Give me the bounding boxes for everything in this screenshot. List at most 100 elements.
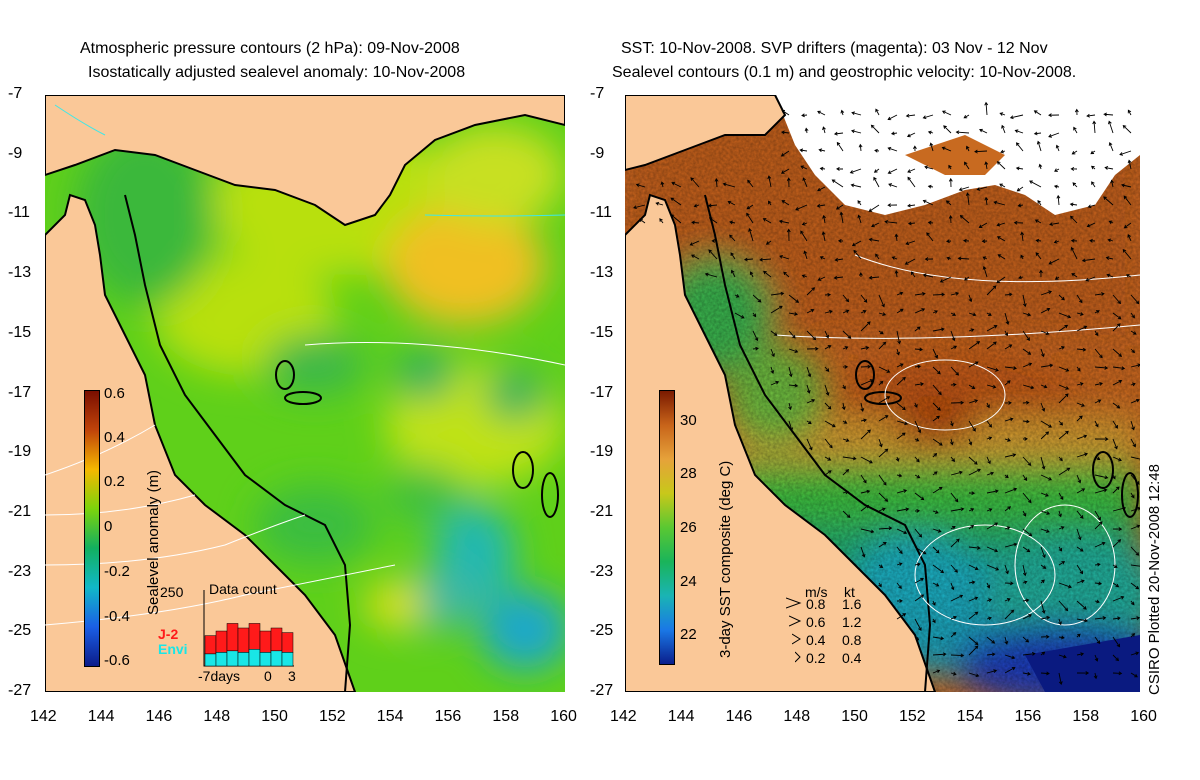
left-lat-label: -7 — [8, 85, 23, 102]
sealevel-tick-1: 0.4 — [104, 429, 125, 446]
velocity-arrow — [950, 615, 957, 620]
data-count-bar-envi — [270, 650, 283, 667]
right-lon-label: 154 — [956, 708, 984, 725]
velocity-arrow — [1130, 312, 1135, 319]
velocity-arrow — [1092, 120, 1097, 134]
sst-colorbar-label: 3-day SST composite (deg C) — [717, 460, 734, 658]
velocity-arrow — [860, 474, 867, 484]
velocity-arrow — [1004, 506, 1012, 512]
velocity-arrow — [878, 312, 887, 316]
velocity-arrow — [1022, 436, 1028, 441]
velocity-arrow — [1076, 434, 1088, 440]
data-count-bar-j2 — [270, 627, 283, 652]
velocity-arrow — [896, 546, 903, 555]
velocity-arrow — [932, 636, 945, 641]
velocity-arrow — [842, 364, 849, 369]
velocity-arrow — [1004, 598, 1011, 602]
velocity-arrow — [816, 203, 826, 208]
velocity-arrow — [1103, 196, 1114, 206]
velocity-arrow — [1035, 252, 1042, 260]
velocity-arrow — [1130, 330, 1137, 335]
velocity-arrow — [770, 366, 775, 374]
velocity-arrow — [818, 148, 826, 153]
velocity-arrow — [1070, 215, 1078, 224]
velocity-arrow — [1056, 194, 1061, 206]
velocity-arrow — [1054, 276, 1060, 280]
right-lat-label: -27 — [590, 682, 614, 699]
velocity-arrow — [734, 312, 745, 319]
velocity-arrow — [1130, 456, 1140, 462]
velocity-arrow — [1020, 254, 1024, 260]
velocity-arrow — [1040, 431, 1050, 440]
velocity-arrow — [842, 294, 850, 303]
velocity-arrow — [950, 671, 957, 676]
data-count-ymax: 250 — [160, 584, 184, 600]
velocity-arrow — [842, 510, 851, 519]
velocity-arrow — [1022, 564, 1027, 577]
velocity-arrow — [1014, 129, 1024, 134]
velocity-arrow — [1108, 142, 1114, 152]
left-lat-label: -25 — [8, 622, 32, 640]
velocity-arrow — [1070, 238, 1078, 243]
data-count-x-left: -7days — [198, 668, 241, 684]
velocity-arrow — [932, 402, 941, 411]
velocity-arrow — [914, 562, 921, 567]
velocity-arrow — [1058, 324, 1069, 332]
velocity-arrow — [1058, 420, 1064, 426]
velocity-arrow — [968, 399, 979, 404]
velocity-arrow — [788, 294, 800, 303]
velocity-arrow — [824, 438, 833, 449]
velocity-arrow — [1040, 348, 1045, 358]
velocity-arrow — [888, 183, 898, 188]
velocity-arrow — [1094, 599, 1100, 604]
velocity-arrow — [691, 220, 700, 225]
velocity-arrow — [1022, 510, 1027, 517]
velocity-arrow — [968, 580, 976, 585]
velocity-arrow — [857, 214, 862, 224]
sealevel-tick-6: -0.6 — [104, 652, 130, 669]
sst-map — [625, 95, 1140, 692]
sealevel-colorbar-gradient — [85, 391, 99, 666]
velocity-arrow — [950, 632, 957, 638]
velocity-arrow — [896, 582, 902, 589]
velocity-arrow — [842, 384, 846, 390]
velocity-arrow — [659, 218, 664, 224]
velocity-arrow — [941, 110, 952, 116]
velocity-arrow — [904, 258, 916, 265]
velocity-arrow — [950, 345, 958, 350]
data-count-bar-envi — [204, 653, 217, 667]
velocity-arrow — [914, 508, 921, 513]
velocity-arrow — [950, 507, 965, 512]
velocity-arrow — [1108, 220, 1114, 225]
velocity-arrow — [932, 528, 942, 533]
velocity-arrow — [1004, 666, 1016, 674]
velocity-arrow — [842, 490, 849, 495]
velocity-arrow — [1130, 564, 1140, 568]
velocity-arrow — [1040, 456, 1046, 470]
velocity-arrow — [1076, 633, 1081, 638]
velocity-arrow — [896, 613, 907, 620]
right-lon-label: 158 — [1072, 708, 1100, 725]
velocity-arrow — [999, 183, 1006, 188]
velocity-arrow — [783, 271, 790, 278]
velocity-arrow — [1076, 671, 1090, 675]
velocity-arrow — [968, 361, 979, 368]
velocity-arrow — [1037, 200, 1042, 206]
velocity-arrow — [914, 636, 920, 641]
velocity-arrow — [801, 274, 808, 278]
velocity-arrow — [950, 538, 960, 548]
velocity-arrow — [948, 164, 952, 170]
velocity-arrow — [1016, 186, 1024, 192]
velocity-arrow — [1058, 618, 1062, 626]
velocity-arrow — [1004, 581, 1014, 586]
velocity-arrow — [968, 384, 976, 389]
velocity-arrow — [939, 276, 952, 283]
velocity-arrow — [912, 145, 917, 152]
velocity-arrow — [1074, 108, 1079, 116]
velocity-arrow — [1086, 222, 1096, 228]
velocity-arrow — [896, 473, 903, 478]
data-count-bar-envi — [215, 652, 228, 667]
velocity-arrow — [1022, 456, 1032, 466]
velocity-arrow — [914, 291, 926, 296]
velocity-arrow — [851, 111, 862, 116]
